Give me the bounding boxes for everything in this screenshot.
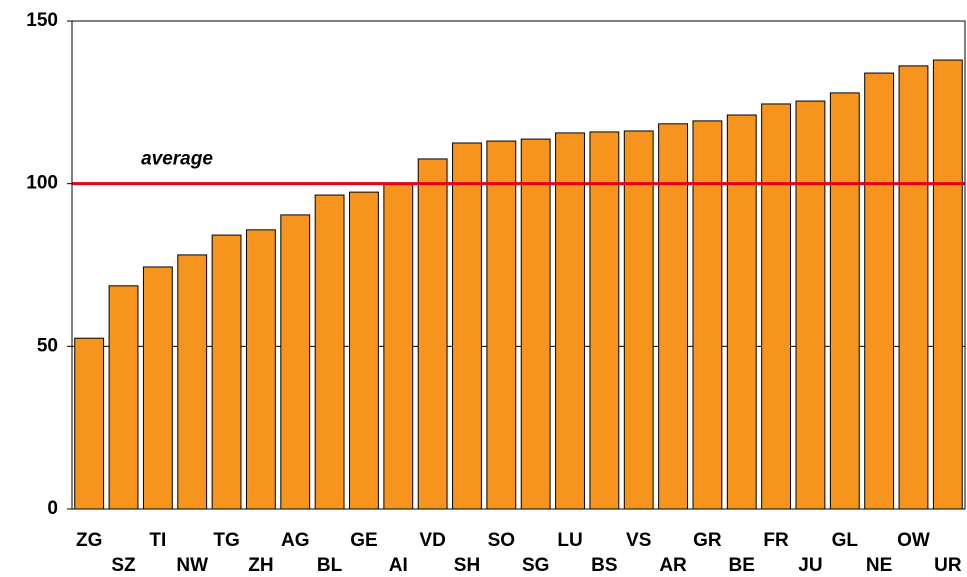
bar bbox=[280, 214, 311, 510]
x-tick-label: BE bbox=[729, 555, 755, 576]
x-tick-label: ZG bbox=[76, 530, 102, 551]
bar bbox=[555, 132, 585, 510]
plot-border bbox=[71, 20, 966, 510]
x-tick-label: ZH bbox=[248, 555, 273, 576]
x-tick-label: AR bbox=[659, 555, 687, 576]
x-tick-label: UR bbox=[934, 555, 962, 576]
x-tick-label: AI bbox=[389, 555, 408, 576]
bar bbox=[898, 65, 929, 510]
x-tick-label: GL bbox=[832, 530, 859, 551]
x-tick-label: NE bbox=[866, 555, 892, 576]
bar bbox=[726, 114, 757, 510]
bar bbox=[142, 266, 173, 510]
x-tick-label: OW bbox=[897, 530, 930, 551]
x-tick-label: BS bbox=[591, 555, 617, 576]
bar bbox=[452, 142, 482, 510]
x-tick-label: SZ bbox=[111, 555, 136, 576]
x-tick-label: GE bbox=[350, 530, 377, 551]
x-tick-label: FR bbox=[763, 530, 789, 551]
x-tick-label: AG bbox=[281, 530, 310, 551]
x-tick-label: JU bbox=[798, 555, 822, 576]
bar bbox=[177, 254, 208, 510]
bar bbox=[211, 234, 242, 510]
y-tick-label: 0 bbox=[47, 498, 58, 519]
bar bbox=[829, 92, 860, 510]
bar bbox=[314, 194, 345, 510]
x-tick-label: VS bbox=[626, 530, 651, 551]
bar bbox=[795, 100, 826, 510]
x-tick-label: BL bbox=[317, 555, 343, 576]
bar bbox=[486, 140, 517, 510]
x-tick-label: SH bbox=[454, 555, 480, 576]
bar bbox=[417, 158, 448, 510]
y-tick-label: 150 bbox=[26, 10, 58, 31]
bar bbox=[761, 103, 792, 510]
x-tick-label: NW bbox=[176, 555, 208, 576]
x-tick-label: SG bbox=[522, 555, 549, 576]
x-tick-label: SO bbox=[488, 530, 515, 551]
bar bbox=[74, 337, 105, 510]
bar bbox=[349, 191, 379, 510]
x-tick-label: LU bbox=[557, 530, 582, 551]
bar bbox=[623, 130, 654, 510]
x-tick-label: TG bbox=[213, 530, 239, 551]
bar bbox=[692, 120, 723, 510]
bar bbox=[245, 229, 276, 510]
bar bbox=[589, 131, 620, 510]
y-tick-label: 50 bbox=[37, 335, 58, 356]
bar bbox=[520, 138, 551, 510]
bar bbox=[383, 182, 414, 510]
reference-label: average bbox=[141, 149, 213, 170]
x-tick-label: VD bbox=[419, 530, 445, 551]
y-tick-label: 100 bbox=[26, 173, 58, 194]
x-tick-label: TI bbox=[149, 530, 166, 551]
bar bbox=[932, 59, 963, 510]
bar bbox=[108, 285, 139, 510]
bar bbox=[864, 72, 895, 510]
x-tick-label: GR bbox=[693, 530, 722, 551]
bar bbox=[658, 123, 688, 510]
